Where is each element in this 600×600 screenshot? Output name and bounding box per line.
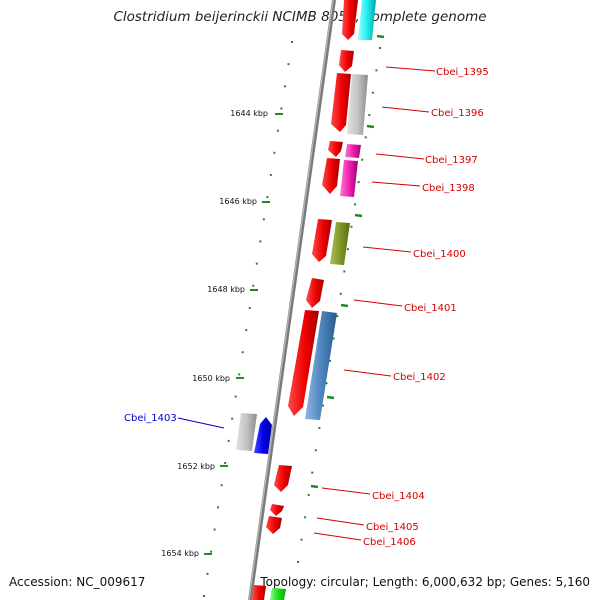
gene-feature-cbei-1396[interactable] xyxy=(331,73,351,132)
guide-tick xyxy=(326,395,335,400)
gene-feature-cbei-1398-pink[interactable] xyxy=(340,160,358,197)
label-leaders xyxy=(313,66,436,541)
right-guide-ticks xyxy=(310,34,385,489)
kbp-label: 1654 kbp xyxy=(161,549,199,558)
gene-feature[interactable] xyxy=(358,0,376,40)
gene-feature[interactable] xyxy=(270,588,286,600)
gene-label-cbei-1395[interactable]: Cbei_1395 xyxy=(436,67,489,78)
gene-feature-cbei-1402[interactable] xyxy=(288,310,319,416)
guide-tick xyxy=(310,484,319,489)
gene-label-cbei-1397[interactable]: Cbei_1397 xyxy=(425,155,478,166)
gene-feature-cbei-1400[interactable] xyxy=(312,219,332,262)
gene-feature-cbei-1404[interactable] xyxy=(274,465,292,492)
gene-feature-cbei-1403[interactable] xyxy=(254,417,272,454)
gene-labels: Cbei_1395 Cbei_1396 Cbei_1397 Cbei_1398 … xyxy=(124,67,489,548)
gene-feature-cbei-1405[interactable] xyxy=(270,504,284,516)
leader-line xyxy=(375,153,425,160)
gene-label-cbei-1400[interactable]: Cbei_1400 xyxy=(413,249,466,260)
gene-label-cbei-1402[interactable]: Cbei_1402 xyxy=(393,372,446,383)
gene-feature[interactable] xyxy=(252,585,266,600)
leader-line xyxy=(353,299,403,307)
kbp-label: 1652 kbp xyxy=(177,462,215,471)
gene-feature-cbei-1395[interactable] xyxy=(339,50,354,72)
gene-label-cbei-1401[interactable]: Cbei_1401 xyxy=(404,303,457,314)
gene-feature-cbei-1402-steel[interactable] xyxy=(305,311,337,420)
gene-label-cbei-1405[interactable]: Cbei_1405 xyxy=(366,522,419,533)
kbp-scale: 1644 kbp 1646 kbp 1648 kbp 1650 kbp 1652… xyxy=(161,109,283,558)
guide-tick xyxy=(366,124,375,129)
gene-feature-cbei-1397[interactable] xyxy=(328,141,343,157)
gene-feature-cbei-1406[interactable] xyxy=(266,516,282,534)
gene-feature-cbei-1401[interactable] xyxy=(306,278,324,308)
gene-feature-cbei-1400-olive[interactable] xyxy=(330,222,350,265)
gene-label-cbei-1406[interactable]: Cbei_1406 xyxy=(363,537,416,548)
leader-line xyxy=(177,417,225,429)
genome-backbone-highlight xyxy=(248,0,334,600)
leader-line xyxy=(343,369,392,377)
leader-line xyxy=(381,106,430,113)
gene-feature-cbei-1396-gray[interactable] xyxy=(347,74,368,135)
gene-label-cbei-1396[interactable]: Cbei_1396 xyxy=(431,108,484,119)
gene-features xyxy=(236,0,376,600)
scale-guides xyxy=(203,41,381,597)
gene-feature-cbei-1397-pink[interactable] xyxy=(345,144,361,158)
leader-line xyxy=(385,66,436,72)
gene-feature-cbei-1403-gray[interactable] xyxy=(236,413,257,451)
accession-label: Accession: NC_009617 xyxy=(9,575,146,589)
kbp-label: 1646 kbp xyxy=(219,197,257,206)
kbp-label: 1644 kbp xyxy=(230,109,268,118)
leader-line xyxy=(362,246,412,253)
topology-label: Topology: circular; Length: 6,000,632 bp… xyxy=(260,575,590,589)
guide-tick xyxy=(354,213,363,218)
kbp-label: 1650 kbp xyxy=(192,374,230,383)
gene-label-cbei-1398[interactable]: Cbei_1398 xyxy=(422,183,475,194)
leader-line xyxy=(316,517,365,526)
leader-line xyxy=(321,487,371,495)
leader-line xyxy=(371,181,421,187)
kbp-label: 1648 kbp xyxy=(207,285,245,294)
map-title: Clostridium beijerinckii NCIMB 8052, com… xyxy=(113,9,487,25)
guide-tick xyxy=(340,303,349,308)
gene-label-cbei-1404[interactable]: Cbei_1404 xyxy=(372,491,425,502)
gene-label-cbei-1403[interactable]: Cbei_1403 xyxy=(124,413,177,424)
leader-line xyxy=(313,532,362,541)
gene-feature[interactable] xyxy=(342,0,358,40)
genome-backbone xyxy=(248,0,336,600)
gene-feature-cbei-1398[interactable] xyxy=(322,158,340,194)
guide-tick xyxy=(376,34,385,39)
